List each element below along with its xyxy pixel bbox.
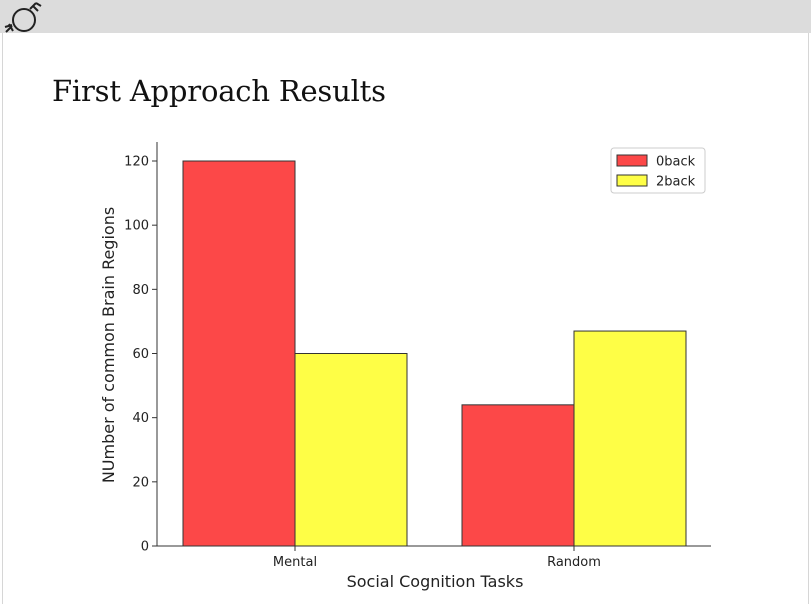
y-tick-label: 80 — [132, 283, 149, 298]
app-logo-icon — [4, 2, 42, 33]
y-tick-label: 100 — [124, 219, 149, 234]
slide-frame — [2, 33, 809, 604]
x-axis-label: Social Cognition Tasks — [347, 572, 524, 591]
axes-layer: 0 20 40 60 80 100 120 Mental Random Social Cognit… — [99, 142, 711, 591]
y-tick-label: 120 — [124, 155, 149, 170]
bar-0back-mental — [182, 160, 296, 547]
y-axis-label: NUmber of common Brain Regions — [99, 207, 118, 483]
top-bar — [0, 0, 811, 33]
bar-2back-mental — [294, 353, 408, 547]
legend-swatch-2back — [616, 174, 648, 187]
legend-swatch-0back — [616, 154, 648, 167]
y-tick-label: 40 — [132, 411, 149, 426]
chart-legend: 0back 2back — [610, 147, 706, 194]
x-tick-label: Mental — [273, 555, 317, 570]
x-tick-label: Random — [547, 555, 601, 570]
y-tick-label: 60 — [132, 347, 149, 362]
bar-2back-random — [573, 330, 687, 547]
legend-label-0back: 0back — [656, 155, 696, 170]
slide-title: First Approach Results — [52, 74, 386, 108]
legend-label-2back: 2back — [656, 175, 696, 190]
bar-0back-random — [461, 404, 575, 547]
bars-layer — [182, 160, 687, 547]
y-tick-label: 20 — [132, 475, 149, 490]
y-tick-label: 0 — [141, 540, 149, 555]
